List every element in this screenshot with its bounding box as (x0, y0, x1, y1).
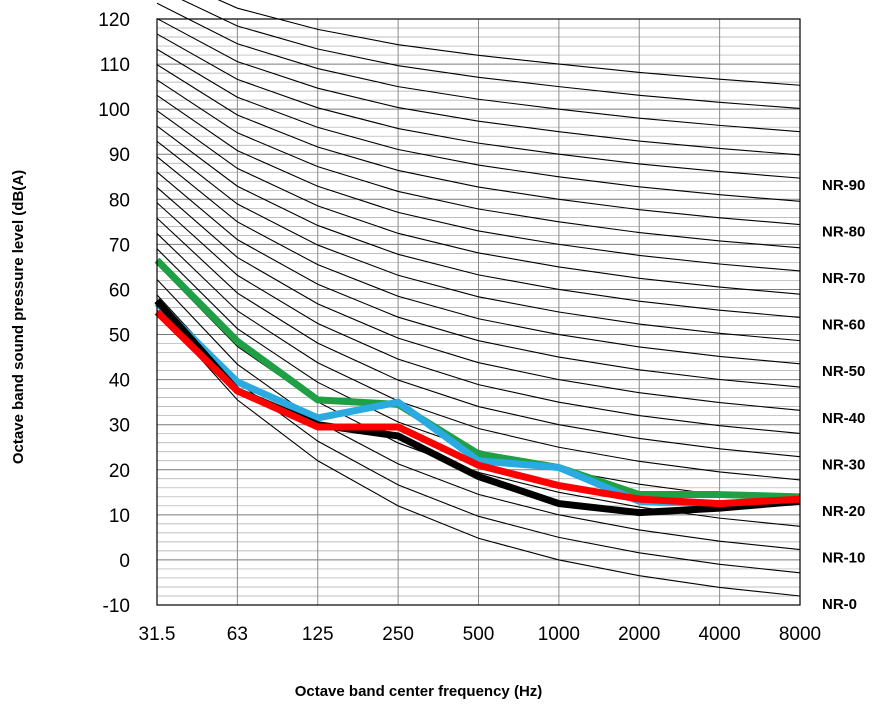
x-tick-label: 2000 (618, 624, 660, 645)
x-tick-label: 8000 (779, 624, 821, 645)
y-tick-label: 0 (119, 551, 130, 572)
nr-label: NR-30 (822, 456, 865, 473)
nr-curve-labels: NR-90 NR-80 NR-70 NR-60 NR-50 NR-40 NR-30 NR-20… (822, 177, 865, 613)
nr-curve (217, 0, 801, 86)
nr-curve (156, 171, 801, 388)
x-tick-label: 125 (302, 624, 334, 645)
x-tick-label: 31.5 (139, 624, 176, 645)
nr-curve (156, 110, 801, 295)
plot-frame (156, 18, 801, 606)
nr-label: NR-50 (822, 363, 865, 380)
x-axis-ticks: 31.5 63 125 250 500 1000 2000 4000 8000 (139, 624, 822, 645)
series-line (154, 257, 801, 501)
nr-curve (156, 64, 801, 226)
nr-label: NR-90 (822, 177, 865, 194)
nr-label: NR-40 (822, 410, 865, 427)
nr-label: NR-80 (822, 224, 865, 241)
y-tick-label: 100 (98, 100, 130, 121)
nr-curve (156, 217, 801, 458)
nr-curve (156, 48, 801, 202)
nr-curve (156, 2, 801, 133)
nr-curve (156, 33, 801, 179)
y-tick-label: 80 (109, 190, 130, 211)
series-line (154, 309, 801, 508)
nr-curve (156, 279, 801, 551)
y-tick-label: 110 (100, 55, 130, 76)
nr-curve (156, 156, 801, 365)
y-tick-label: 30 (109, 416, 130, 437)
x-tick-label: 4000 (698, 624, 740, 645)
nr-curve (156, 233, 801, 481)
nr-curve (156, 202, 801, 435)
y-axis-title: Octave band sound pressure level (dB(A) (10, 170, 27, 464)
x-axis-title: Octave band center frequency (Hz) (295, 683, 543, 700)
nr-label: NR-10 (822, 549, 865, 566)
nr-label: NR-70 (822, 270, 865, 287)
y-tick-label: 90 (109, 145, 130, 166)
y-tick-label: 70 (109, 235, 130, 256)
x-tick-label: 500 (463, 624, 495, 645)
nr-curve (156, 79, 801, 249)
nr-label: NR-0 (822, 596, 857, 613)
nr-curve (156, 186, 801, 411)
x-tick-label: 1000 (538, 624, 580, 645)
nr-curve (181, 0, 801, 110)
x-tick-label: 63 (227, 624, 248, 645)
nr-curve (156, 309, 801, 597)
y-tick-label: 40 (109, 371, 130, 392)
y-tick-label: 10 (109, 506, 130, 527)
y-tick-label: 20 (109, 461, 130, 482)
y-tick-label: -10 (103, 596, 130, 617)
nr-curve (156, 140, 801, 342)
y-tick-label: 120 (98, 10, 130, 31)
nr-curve (156, 125, 801, 318)
x-tick-label: 250 (382, 624, 414, 645)
nr-label: NR-20 (822, 503, 865, 520)
y-tick-label: 50 (109, 326, 130, 347)
y-axis-ticks: -10 0 10 20 30 40 50 60 70 80 90 100 110 120 (98, 10, 130, 617)
data-series (154, 257, 801, 517)
nr-label: NR-60 (822, 317, 865, 334)
nr-curves (156, 0, 801, 597)
y-tick-label: 60 (109, 280, 130, 301)
grid (156, 18, 801, 606)
nr-curve (156, 18, 801, 156)
nr-curve (156, 94, 801, 272)
